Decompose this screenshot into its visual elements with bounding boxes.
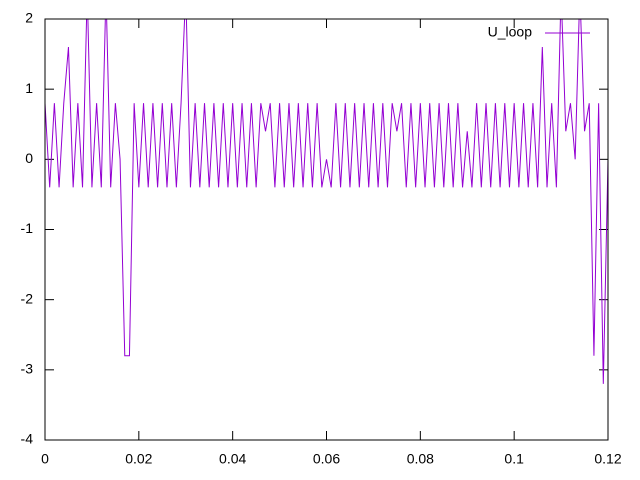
x-tick-label: 0.08 — [407, 451, 434, 467]
y-tick-label: -3 — [21, 361, 34, 377]
x-tick-label: 0.1 — [504, 451, 524, 467]
plot-area — [45, 19, 608, 384]
x-tick-label: 0.06 — [313, 451, 340, 467]
y-tick-label: 1 — [25, 80, 33, 96]
x-tick-label: 0.12 — [594, 451, 621, 467]
x-tick-label: 0 — [41, 451, 49, 467]
x-tick-label: 0.02 — [125, 451, 152, 467]
data-line — [45, 19, 608, 384]
y-tick-label: -2 — [21, 290, 34, 306]
y-tick-label: -4 — [21, 431, 34, 447]
y-tick-label: 2 — [25, 10, 33, 26]
plot-border — [44, 18, 609, 441]
legend-label: U_loop — [488, 24, 533, 40]
y-tick-label: -1 — [21, 220, 34, 236]
x-tick-label: 0.04 — [219, 451, 246, 467]
y-tick-label: 0 — [25, 150, 33, 166]
